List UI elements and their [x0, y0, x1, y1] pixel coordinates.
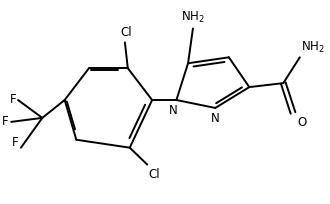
- Text: F: F: [12, 136, 19, 149]
- Text: Cl: Cl: [120, 27, 132, 39]
- Text: NH$_2$: NH$_2$: [301, 40, 325, 55]
- Text: F: F: [2, 115, 8, 128]
- Text: F: F: [10, 93, 16, 105]
- Text: O: O: [297, 116, 306, 129]
- Text: NH$_2$: NH$_2$: [181, 9, 205, 24]
- Text: N: N: [211, 112, 220, 125]
- Text: N: N: [169, 104, 178, 117]
- Text: Cl: Cl: [148, 167, 160, 181]
